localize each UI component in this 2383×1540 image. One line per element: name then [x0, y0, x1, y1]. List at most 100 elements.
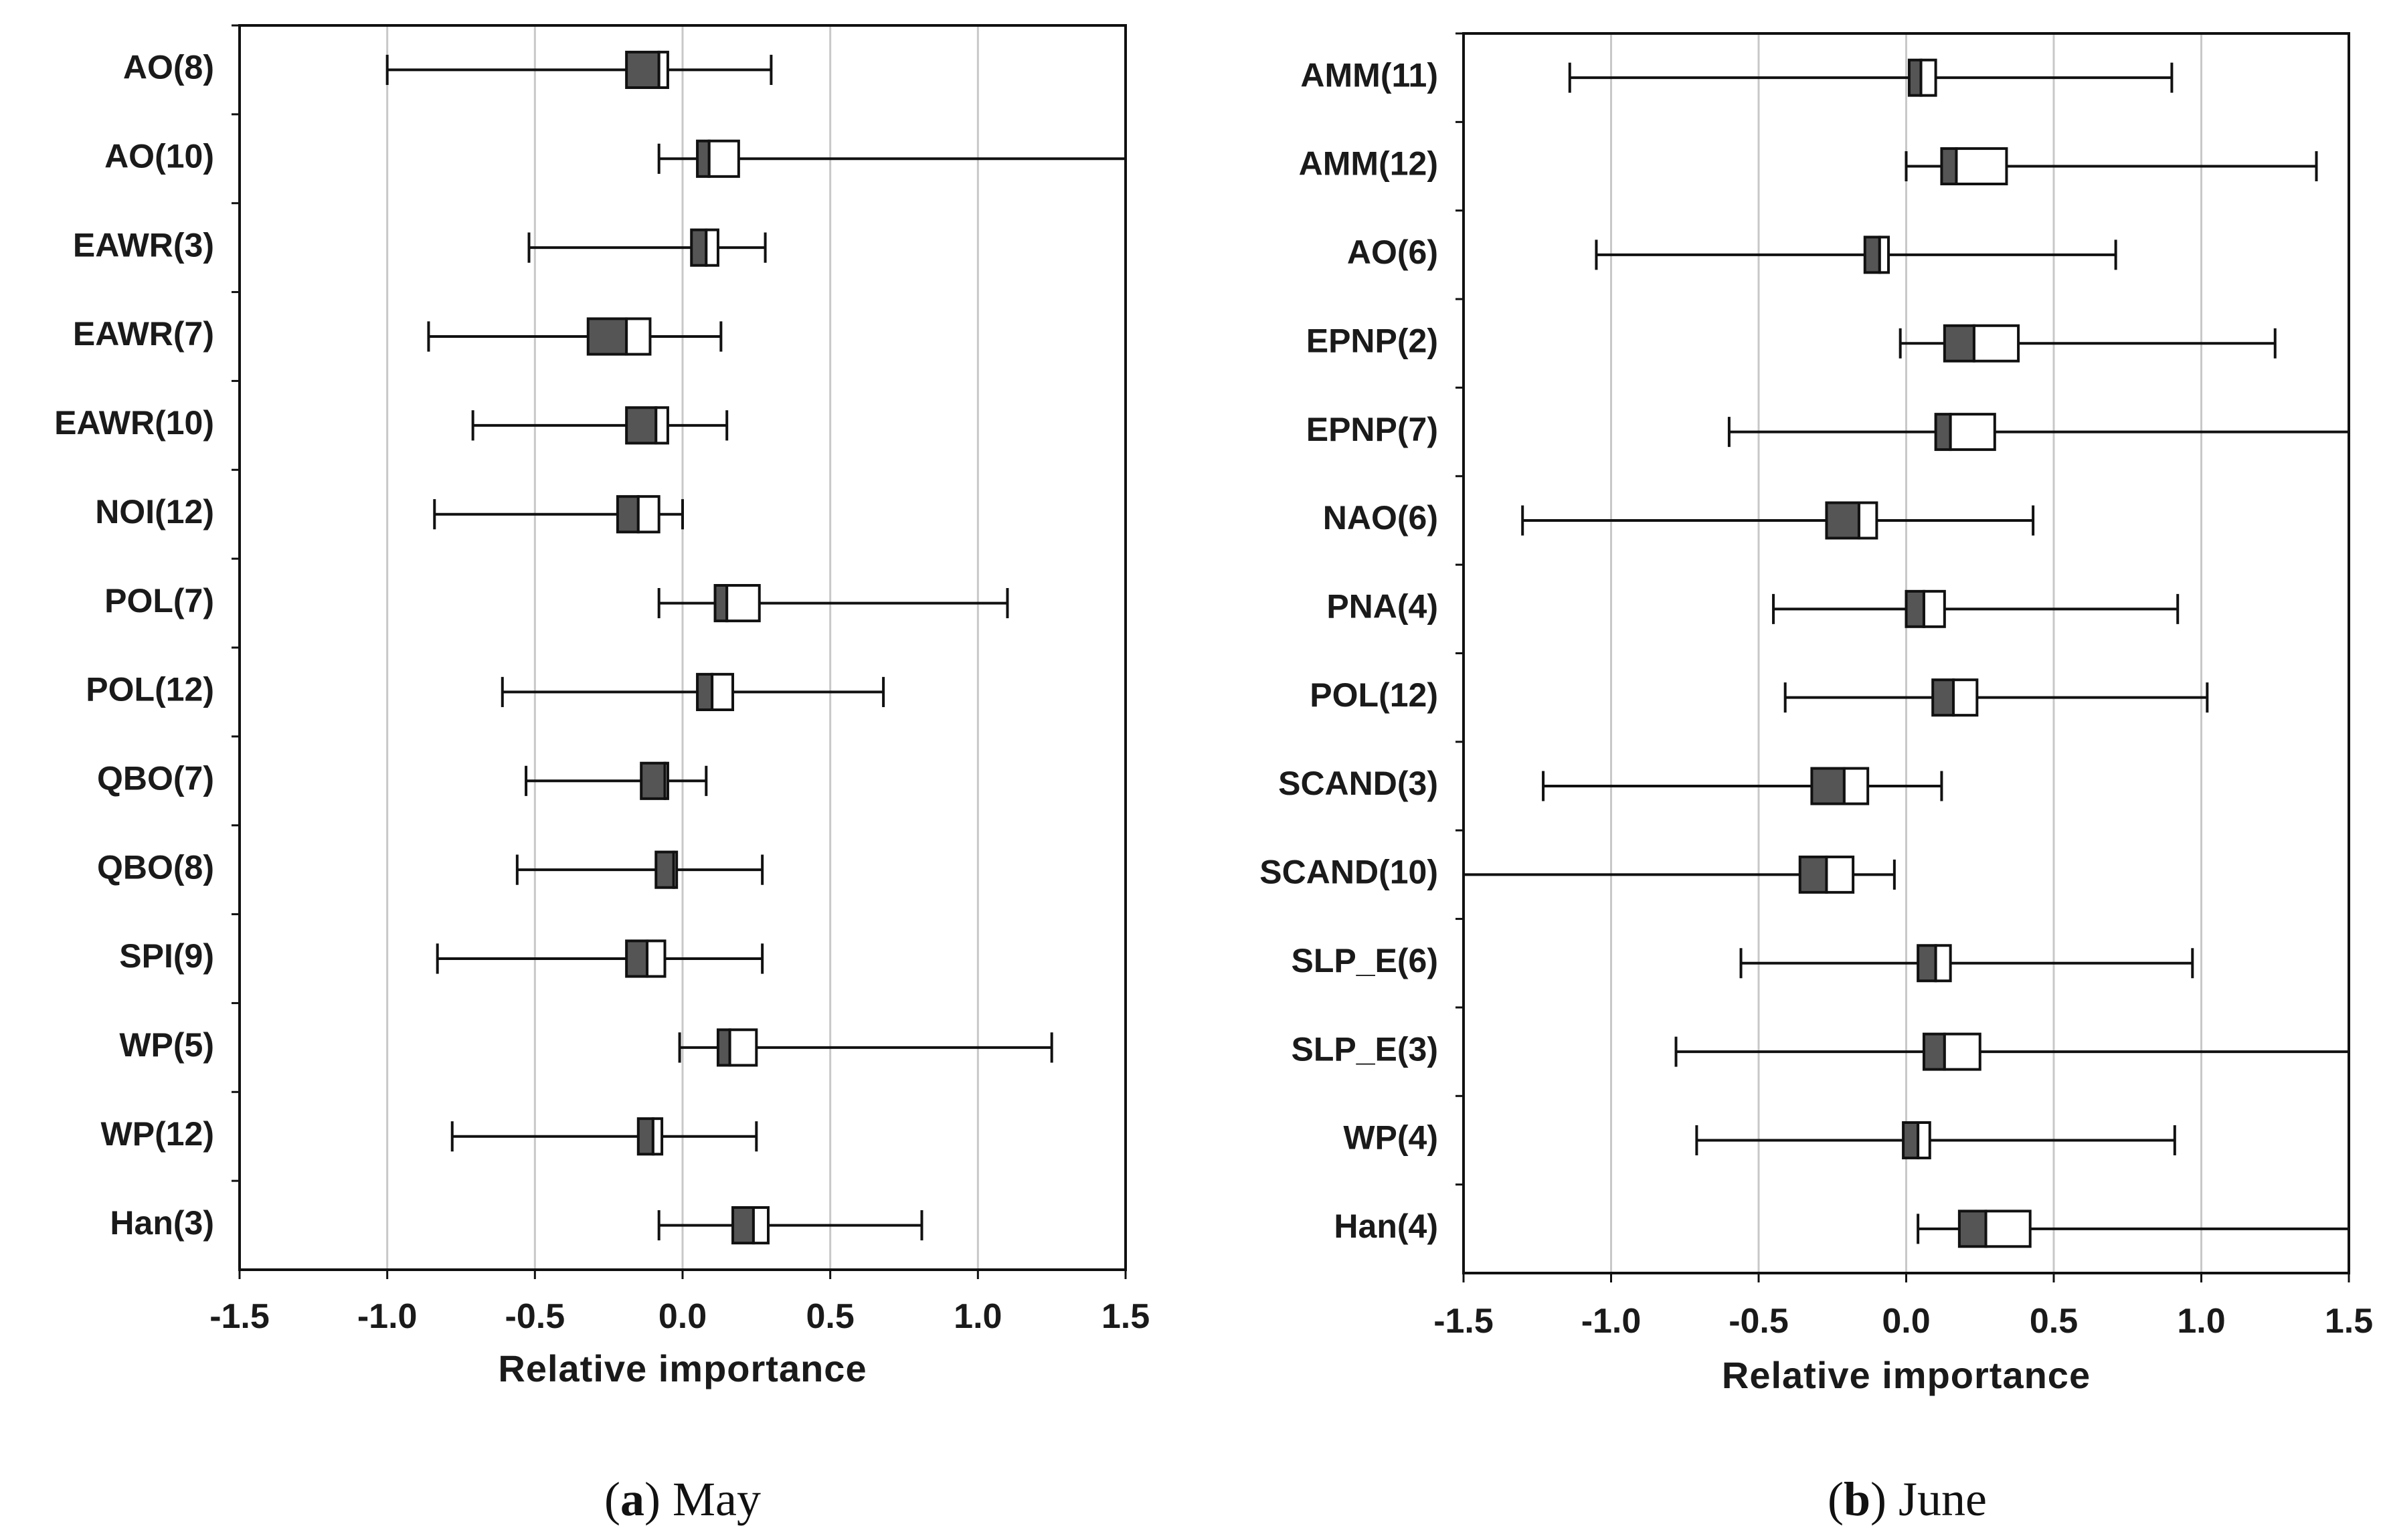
box-amm-11-	[1568, 58, 2174, 97]
box-upper-quartile	[1842, 767, 1870, 805]
box-han-4-	[1917, 1210, 2349, 1248]
box-upper-quartile	[672, 850, 679, 889]
box-upper-quartile	[1825, 855, 1855, 894]
box-upper-quartile	[705, 228, 719, 267]
box-lower-quartile	[716, 1028, 731, 1067]
x-tick-label: -0.5	[1729, 1302, 1789, 1341]
box-wp-4-	[1695, 1121, 2176, 1159]
caption-open-paren: (	[604, 1472, 620, 1526]
category-label: AO(6)	[1347, 233, 1438, 271]
box-lower-quartile	[636, 1117, 654, 1156]
x-tick-label: 1.0	[954, 1297, 1002, 1336]
box-lower-quartile	[1917, 944, 1937, 983]
category-label: SPI(9)	[119, 937, 214, 975]
box-pol-12-	[1783, 678, 2209, 717]
x-tick-label: 0.5	[806, 1297, 855, 1336]
box-upper-quartile	[636, 495, 660, 534]
category-label: POL(12)	[86, 671, 214, 708]
box-upper-quartile	[654, 406, 669, 445]
box-lower-quartile	[690, 228, 708, 267]
x-tick-label: -1.0	[357, 1297, 418, 1336]
caption-panel-letter: b	[1844, 1472, 1870, 1526]
box-upper-quartile	[1922, 589, 1946, 628]
box-lower-quartile	[1907, 58, 1923, 97]
caption-month: ) June	[1870, 1472, 1987, 1526]
category-label: POL(12)	[1310, 676, 1438, 714]
box-eawr-3-	[527, 228, 767, 267]
category-label: WP(5)	[119, 1026, 214, 1064]
box-lower-quartile	[713, 584, 729, 623]
box-lower-quartile	[1905, 589, 1925, 628]
box-upper-quartile	[1919, 58, 1937, 97]
category-label: Han(4)	[1334, 1208, 1438, 1245]
box-scand-10-	[1464, 855, 1896, 894]
box-upper-quartile	[625, 317, 652, 356]
category-label: SLP_E(3)	[1291, 1030, 1438, 1068]
panel-june: AMM(11) AMM(12) AO(6) EPNP(2) EPNP(7) NAO(6) P…	[1259, 32, 2373, 1526]
box-han-3-	[657, 1206, 923, 1245]
x-tick-label: 1.5	[1101, 1297, 1150, 1336]
category-label: EPNP(7)	[1306, 411, 1438, 448]
box-eawr-10-	[471, 406, 729, 445]
box-slp-e-3-	[1674, 1032, 2349, 1071]
box-upper-quartile	[1949, 413, 1996, 452]
box-upper-quartile	[752, 1206, 770, 1245]
box-lower-quartile	[616, 495, 640, 534]
category-label: EAWR(10)	[54, 404, 214, 442]
x-tick-label: -1.5	[1433, 1302, 1494, 1341]
box-lower-quartile	[1931, 678, 1955, 717]
caption-month: ) May	[644, 1472, 761, 1526]
box-upper-quartile	[725, 584, 761, 623]
category-label: NOI(12)	[95, 493, 214, 531]
box-wp-5-	[678, 1028, 1053, 1067]
x-axis-title: Relative importance	[1722, 1354, 2091, 1396]
category-label: Han(3)	[110, 1204, 214, 1242]
box-lower-quartile	[1943, 324, 1975, 363]
category-label: SCAND(10)	[1259, 854, 1438, 891]
x-tick-label: -1.5	[209, 1297, 270, 1336]
x-tick-label: 1.0	[2177, 1302, 2225, 1341]
caption-panel-letter: a	[620, 1472, 644, 1526]
box-lower-quartile	[1957, 1210, 1988, 1248]
x-tick-label: 0.0	[1882, 1302, 1930, 1341]
category-label: EPNP(2)	[1306, 322, 1438, 359]
box-upper-quartile	[728, 1028, 758, 1067]
box-nao-6-	[1521, 501, 2035, 540]
box-upper-quartile	[1972, 324, 2020, 363]
category-label: AO(10)	[104, 137, 214, 175]
box-lower-quartile	[625, 939, 649, 978]
box-lower-quartile	[625, 50, 660, 89]
box-upper-quartile	[1943, 1032, 1981, 1071]
box-amm-12-	[1905, 147, 2318, 186]
box-upper-quartile	[711, 672, 735, 711]
category-label: NAO(6)	[1323, 499, 1438, 537]
box-upper-quartile	[657, 50, 669, 89]
box-slp-e-6-	[1739, 944, 2194, 983]
box-lower-quartile	[1798, 855, 1828, 894]
x-tick-label: 0.0	[658, 1297, 707, 1336]
box-qbo-8-	[515, 850, 764, 889]
category-label: WP(4)	[1343, 1119, 1438, 1157]
box-noi-12-	[433, 495, 684, 534]
box-upper-quartile	[1955, 147, 2008, 186]
box-wp-12-	[450, 1117, 758, 1156]
caption-open-paren: (	[1828, 1472, 1844, 1526]
category-label: SCAND(3)	[1278, 765, 1438, 802]
box-upper-quartile	[646, 939, 667, 978]
box-upper-quartile	[1878, 235, 1890, 274]
category-label: AO(8)	[123, 49, 214, 86]
category-label: PNA(4)	[1326, 588, 1438, 625]
box-lower-quartile	[731, 1206, 755, 1245]
box-upper-quartile	[663, 761, 669, 800]
box-spi-9-	[436, 939, 764, 978]
panel-caption: (a) May	[604, 1472, 761, 1526]
x-axis-title: Relative importance	[498, 1347, 867, 1389]
x-tick-label: -1.0	[1581, 1302, 1642, 1341]
panel-caption: (b) June	[1828, 1472, 1987, 1526]
box-pol-12-	[501, 672, 885, 711]
category-label: SLP_E(6)	[1291, 942, 1438, 979]
x-tick-label: 0.5	[2030, 1302, 2078, 1341]
box-upper-quartile	[651, 1117, 664, 1156]
box-pna-4-	[1772, 589, 2180, 628]
